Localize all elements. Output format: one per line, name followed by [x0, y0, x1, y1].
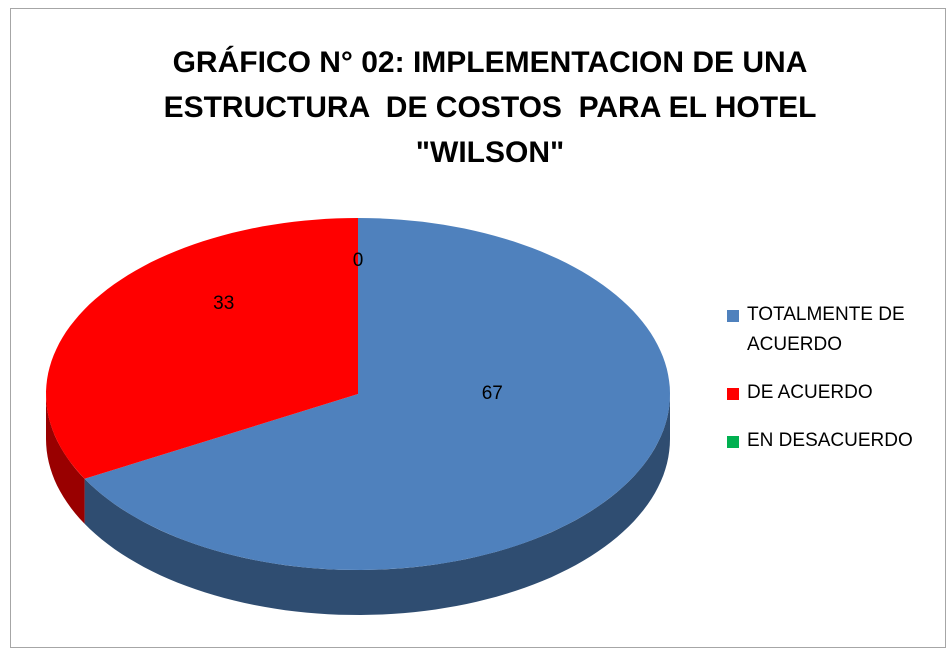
chart-title: GRÁFICO N° 02: IMPLEMENTACION DE UNA EST… — [163, 46, 825, 169]
legend-label: DE ACUERDO — [747, 382, 873, 403]
data-label: 33 — [213, 293, 234, 314]
pie-plot: 67 33 0 — [46, 218, 671, 615]
pie-slice-side — [84, 394, 671, 615]
legend-label: EN DESACUERDO — [747, 430, 913, 451]
legend-entry: TOTALMENTE DE ACUERDO — [727, 300, 942, 360]
data-label: 67 — [482, 383, 503, 404]
legend-entry: EN DESACUERDO — [727, 426, 942, 456]
chart: 67 33 0 GRÁFICO N° 02: IMPLEMENTACION DE U… — [10, 8, 946, 648]
legend-label: TOTALMENTE DE ACUERDO — [747, 304, 905, 355]
pie-slice-side — [46, 394, 85, 524]
legend-entry: DE ACUERDO — [727, 378, 942, 408]
legend-swatch — [727, 436, 739, 448]
pie-slice — [84, 218, 671, 570]
pie-slice — [46, 218, 358, 479]
data-label: 0 — [353, 250, 364, 271]
legend-swatch — [727, 310, 739, 322]
legend: TOTALMENTE DE ACUERDO DE ACUERDO EN DESACU… — [727, 300, 942, 474]
legend-swatch — [727, 388, 739, 400]
